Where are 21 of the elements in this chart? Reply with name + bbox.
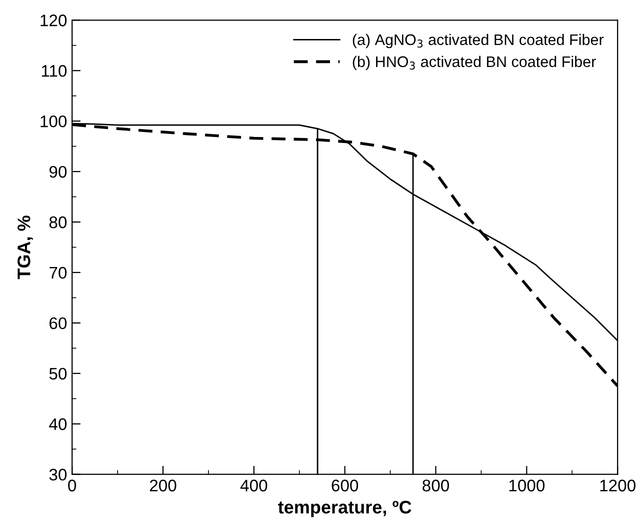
- y-tick-label: 90: [49, 166, 67, 178]
- x-tick-label: 1000: [509, 480, 545, 492]
- legend-label: (a) AgNO$_{3}$ activated BN coated Fiber: [352, 34, 604, 48]
- y-tick-label: 80: [49, 216, 67, 228]
- x-tick-label: 800: [422, 480, 450, 492]
- x-axis-title: temperature, ºC: [278, 500, 412, 518]
- y-tick-label: 50: [49, 368, 67, 380]
- x-tick-label: 200: [150, 480, 176, 492]
- x-tick-label: 0: [68, 480, 76, 492]
- y-tick-label: 100: [40, 115, 67, 128]
- x-tick-label: 400: [240, 480, 268, 492]
- y-axis-title: TGA, %: [18, 216, 33, 280]
- x-tick-label: 600: [332, 480, 358, 492]
- legend-label: (b) HNO$_{3}$ activated BN coated Fiber: [352, 56, 596, 70]
- y-tick-label: 30: [49, 468, 67, 481]
- y-tick-label: 110: [42, 65, 67, 77]
- y-tick-label: 70: [50, 266, 67, 279]
- y-tick-label: 60: [50, 317, 67, 330]
- x-tick-label: 1200: [600, 480, 636, 492]
- y-tick-label: 120: [40, 14, 67, 26]
- y-tick-label: 40: [49, 418, 67, 430]
